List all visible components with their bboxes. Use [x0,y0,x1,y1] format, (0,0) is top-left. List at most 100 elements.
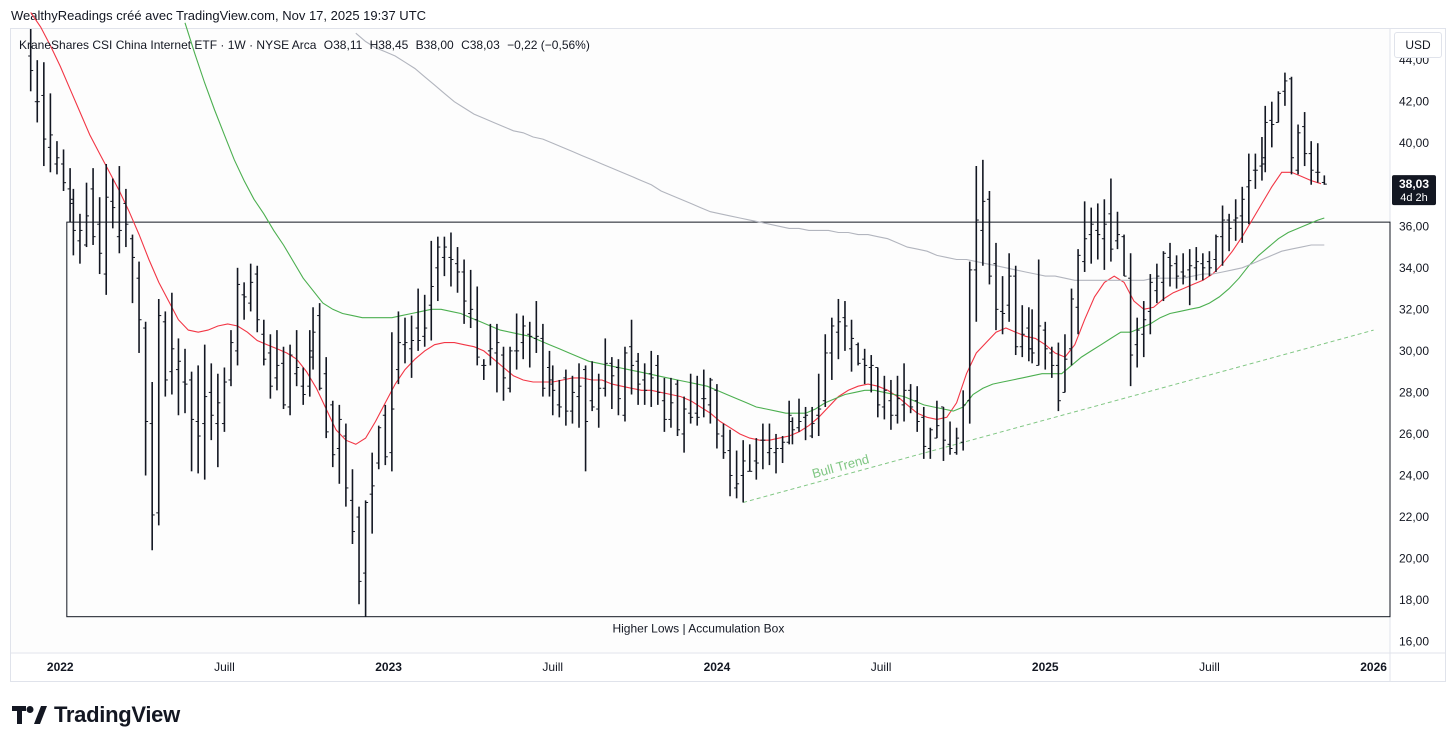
ohlc-bar[interactable] [855,342,861,366]
ohlc-bar[interactable] [766,423,772,466]
ohlc-bar[interactable] [1042,321,1048,370]
ohlc-bar[interactable] [1226,213,1232,252]
ohlc-bar[interactable] [842,301,848,351]
ohlc-bar[interactable] [1062,334,1068,393]
ohlc-bar[interactable] [402,317,408,364]
ohlc-bar[interactable] [875,366,881,418]
ohlc-bar[interactable] [1141,301,1147,358]
ohlc-bar[interactable] [162,311,168,397]
ohlc-bar[interactable] [90,168,96,245]
ohlc-bar[interactable] [888,379,894,430]
ohlc-bar[interactable] [796,398,802,432]
ohlc-bar[interactable] [707,377,713,424]
ohlc-bar[interactable] [103,163,109,295]
ohlc-bar[interactable] [97,197,103,275]
ohlc-bar[interactable] [294,330,300,387]
ohlc-bar[interactable] [668,377,674,428]
ohlc-bar[interactable] [376,425,382,470]
ohlc-bar[interactable] [274,330,280,391]
ohlc-bar[interactable] [123,188,129,248]
ohlc-bar[interactable] [980,159,986,266]
ohlc-bar[interactable] [921,406,927,459]
ohlc-bar[interactable] [1239,186,1245,243]
ohlc-bar[interactable] [960,390,966,451]
ohlc-bar[interactable] [895,375,900,424]
ohlc-bar[interactable] [356,506,362,605]
ohlc-bar[interactable] [1128,253,1134,387]
ohlc-bar[interactable] [862,348,868,385]
ohlc-bar[interactable] [1259,136,1265,181]
ohlc-bar[interactable] [642,363,648,405]
ohlc-bar[interactable] [267,334,273,399]
ohlc-bar[interactable] [786,400,792,445]
ohlc-bar[interactable] [881,375,887,420]
symbol-name[interactable]: KraneShares CSI China Internet ETF · 1W … [19,38,317,52]
ohlc-bar[interactable] [428,240,434,341]
ohlc-bar[interactable] [835,298,841,360]
ohlc-bar[interactable] [281,346,287,410]
ohlc-bar[interactable] [241,282,247,320]
ohlc-bar[interactable] [363,500,369,617]
ohlc-bar[interactable] [947,421,953,455]
ohlc-bar[interactable] [235,267,241,366]
ohlc-bar[interactable] [1200,253,1206,281]
ohlc-bar[interactable] [481,359,487,380]
ohlc-bar[interactable] [1167,242,1173,287]
ohlc-bar[interactable] [563,369,569,426]
ohlc-bar[interactable] [773,433,779,474]
ohlc-bar[interactable] [1187,249,1193,306]
ohlc-bar[interactable] [661,377,667,432]
ohlc-bar[interactable] [635,352,641,405]
ohlc-bar[interactable] [1019,305,1025,358]
ohlc-bar[interactable] [927,427,933,459]
ohlc-bar[interactable] [349,469,355,545]
ohlc-bar[interactable] [615,359,621,416]
ohlc-bar[interactable] [514,313,520,370]
ohlc-bar[interactable] [228,330,234,387]
bull-trend-line[interactable] [743,329,1374,503]
tradingview-brand[interactable]: TradingView [12,700,180,730]
ohlc-bar[interactable] [422,294,428,347]
ohlc-bar[interactable] [441,236,447,277]
ohlc-bar[interactable] [1275,91,1281,123]
ohlc-bar[interactable] [1282,72,1288,106]
ohlc-bar[interactable] [261,319,267,366]
ohlc-bar[interactable] [248,263,254,312]
ohlc-bar[interactable] [254,265,260,333]
ohlc-bar[interactable] [1036,259,1042,366]
ohlc-bar[interactable] [1134,317,1140,368]
ohlc-bar[interactable] [175,338,181,416]
ohlc-bar[interactable] [1082,201,1088,272]
ohlc-bar[interactable] [208,363,214,441]
ohlc-bar[interactable] [648,350,654,407]
ohlc-bar[interactable] [714,384,720,449]
ohlc-bar[interactable] [908,384,914,414]
ohlc-bar[interactable] [753,438,759,480]
ohlc-bar[interactable] [435,236,441,302]
ohlc-bar[interactable] [415,288,421,351]
ohlc-bar[interactable] [1121,234,1127,277]
ohlc-bar[interactable] [448,232,454,287]
ohlc-bar[interactable] [189,371,195,472]
ohlc-bar[interactable] [973,166,979,322]
ohlc-bar[interactable] [461,259,467,324]
ohlc-bar[interactable] [1308,141,1314,185]
ohlc-bar[interactable] [1108,178,1114,262]
ohlc-bar[interactable] [156,298,162,526]
ohlc-bar[interactable] [734,450,740,499]
ohlc-bar[interactable] [1315,143,1321,183]
ohlc-bar[interactable] [468,269,474,329]
ohlc-bar[interactable] [323,357,329,439]
ohlc-bar[interactable] [202,344,208,480]
ohlc-bar[interactable] [143,321,149,476]
ohlc-bar[interactable] [934,400,940,439]
ohlc-bar[interactable] [760,423,766,470]
ohlc-bar[interactable] [307,330,313,397]
ohlc-bar[interactable] [694,375,700,426]
ohlc-bar[interactable] [1180,253,1186,285]
ohlc-bar[interactable] [34,60,40,123]
ohlc-bar[interactable] [550,365,556,416]
ohlc-bar[interactable] [110,178,116,229]
ohlc-bar[interactable] [809,406,815,439]
